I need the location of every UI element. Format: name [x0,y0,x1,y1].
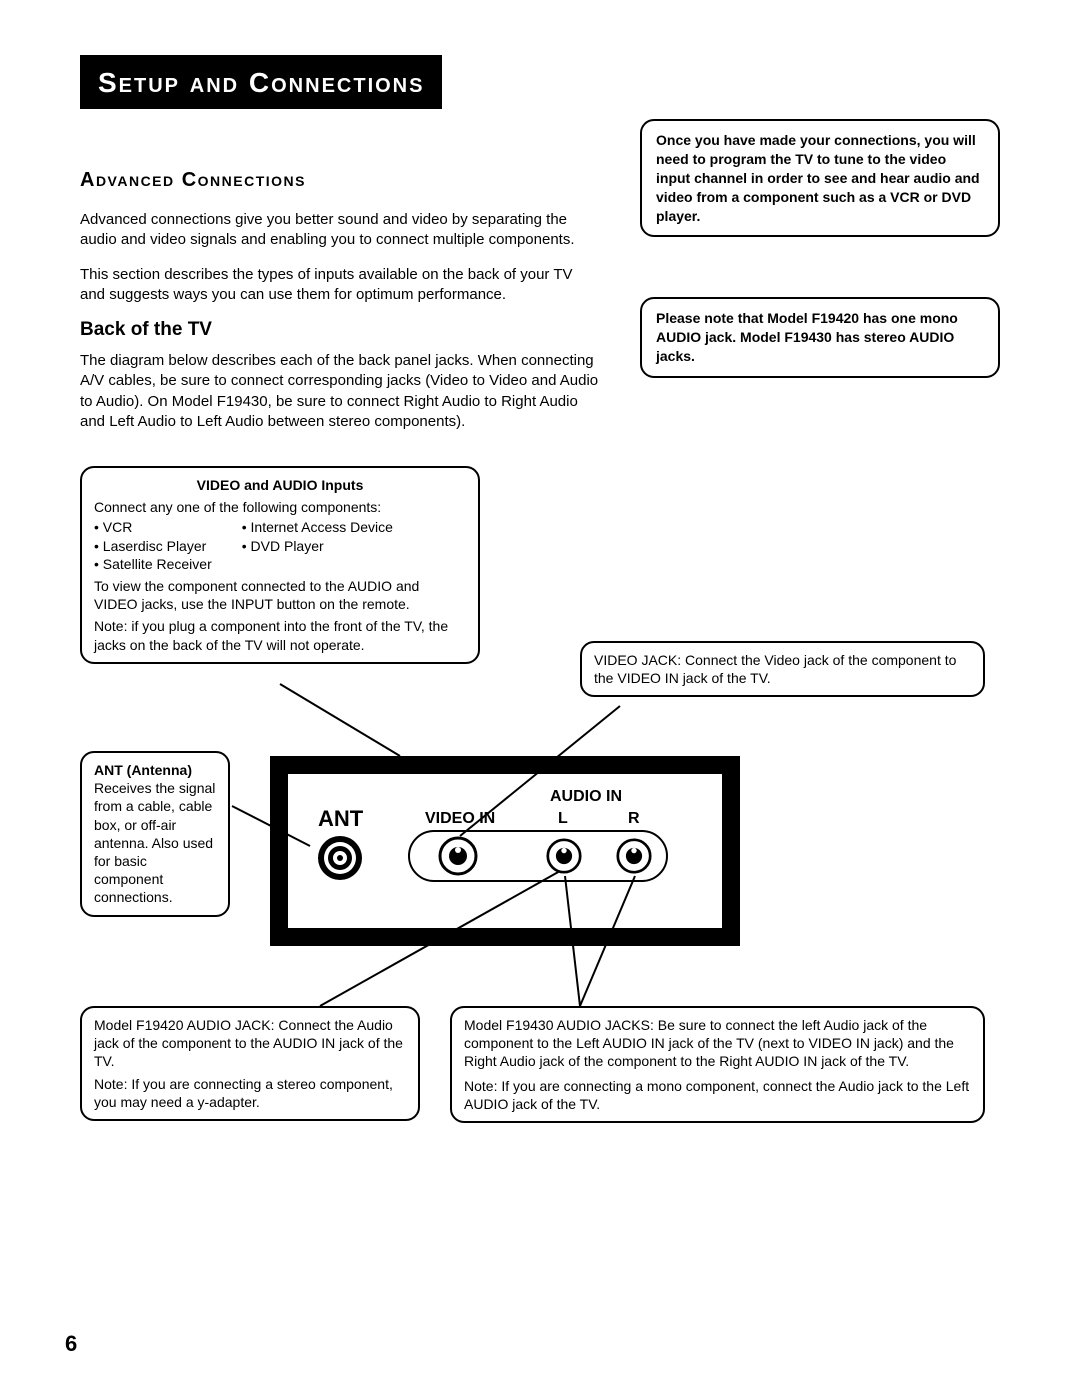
list-item: Satellite Receiver [94,555,212,573]
tv-panel-inner: ANT VIDEO IN AUDIO IN L R [288,774,722,928]
f19420-note-body: : If you are connecting a stereo compone… [94,1076,393,1110]
callout-program-tv-text: Once you have made your connections, you… [656,132,980,224]
subsection-paragraph: The diagram below describes each of the … [80,351,600,432]
video-jack-icon [438,836,478,876]
audio-l-jack-icon [546,838,582,874]
inputs-p3: Note: if you plug a component into the f… [94,617,466,653]
section-heading: Advanced Connections [80,169,600,192]
ant-jack-icon [316,834,364,882]
f19430-note-label: Note: [464,1078,497,1094]
box-video-jack: VIDEO JACK: Connect the Video jack of th… [580,641,985,697]
back-panel-diagram: VIDEO and AUDIO Inputs Connect any one o… [80,466,1000,1196]
list-item: Internet Access Device [242,518,393,536]
intro-paragraph-2: This section describes the types of inpu… [80,265,600,306]
intro-paragraph-1: Advanced connections give you better sou… [80,210,600,251]
box-f19430: Model F19430 AUDIO JACKS: Be sure to con… [450,1006,985,1123]
page-content: Setup and Connections Advanced Connectio… [80,55,1000,1196]
inputs-list: VCR Laserdisc Player Satellite Receiver … [94,518,466,573]
intro-columns: Advanced Connections Advanced connection… [80,109,1000,446]
inputs-col1: VCR Laserdisc Player Satellite Receiver [94,518,212,573]
inputs-p2: To view the component connected to the A… [94,577,466,613]
page-number: 6 [65,1331,77,1357]
f19420-label: Model F19420 AUDIO JACK: [94,1017,275,1033]
page-title-banner: Setup and Connections [80,55,442,109]
box-ant: ANT (Antenna) Receives the signal from a… [80,751,230,917]
tv-videoin-label: VIDEO IN [425,810,495,828]
tv-audioin-label: AUDIO IN [550,788,622,806]
inputs-lead: Connect any one of the following compone… [94,498,466,516]
f19430-label: Model F19430 AUDIO JACKS: [464,1017,654,1033]
f19420-note-label: Note [94,1076,124,1092]
list-item: DVD Player [242,537,393,555]
tv-r-label: R [628,810,640,828]
ant-body: Receives the signal from a cable, cable … [94,779,216,906]
box-video-audio-inputs: VIDEO and AUDIO Inputs Connect any one o… [80,466,480,664]
list-item: Laserdisc Player [94,537,212,555]
intro-right: Once you have made your connections, you… [640,109,1000,446]
inputs-title: VIDEO and AUDIO Inputs [94,476,466,494]
callout-model-note-text: Please note that Model F19420 has one mo… [656,310,958,364]
subsection-heading: Back of the TV [80,319,600,341]
audio-r-jack-icon [616,838,652,874]
tv-back-panel: ANT VIDEO IN AUDIO IN L R [270,756,740,946]
inputs-col2: Internet Access Device DVD Player [242,518,393,573]
ant-title: ANT (Antenna) [94,761,216,779]
tv-l-label: L [558,810,568,828]
tv-ant-label: ANT [318,806,363,832]
f19430-note-body: If you are connecting a mono component, … [464,1078,969,1112]
list-item: VCR [94,518,212,536]
callout-program-tv: Once you have made your connections, you… [640,119,1000,237]
callout-model-note: Please note that Model F19420 has one mo… [640,297,1000,378]
video-jack-label: VIDEO JACK: [594,652,681,668]
intro-left: Advanced Connections Advanced connection… [80,109,600,446]
box-f19420: Model F19420 AUDIO JACK: Connect the Aud… [80,1006,420,1121]
